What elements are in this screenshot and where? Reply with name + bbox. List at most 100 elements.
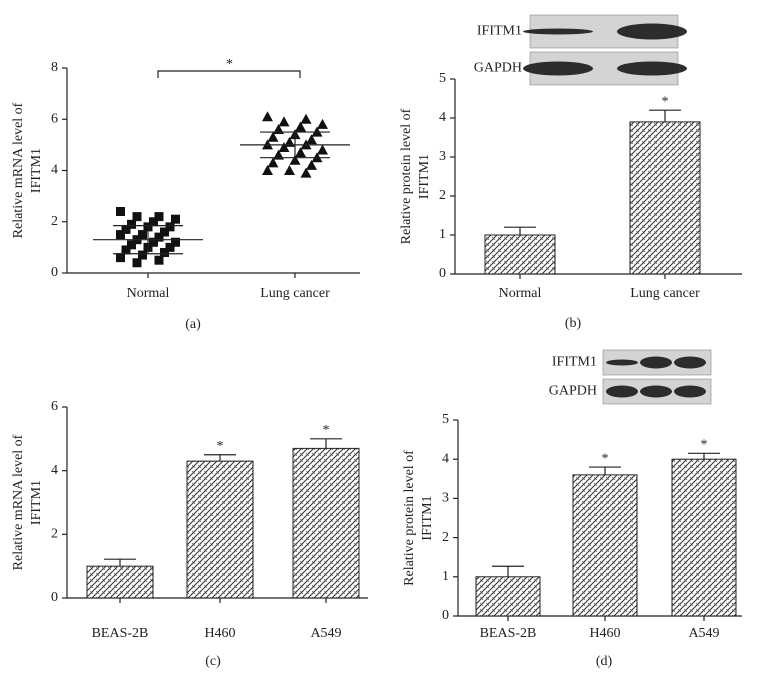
point: [121, 245, 131, 255]
x-tick-label: H460: [589, 626, 620, 641]
y-axis-label: IFITM1: [420, 495, 435, 540]
point: [149, 217, 158, 227]
y-tick-label: 1: [442, 569, 449, 584]
point: [116, 207, 125, 216]
y-axis-label: IFITM1: [29, 480, 44, 525]
bar: [572, 474, 638, 617]
x-tick-label: H460: [204, 626, 235, 641]
point: [165, 242, 175, 252]
point: [317, 144, 328, 155]
blot-band: [523, 28, 593, 35]
significance-label: *: [662, 94, 669, 109]
blot-label: GAPDH: [549, 384, 597, 399]
y-axis-label: Relative mRNA level of: [11, 434, 26, 570]
point: [284, 165, 295, 175]
point: [306, 134, 317, 145]
y-axis-label: Relative mRNA level of: [11, 102, 26, 238]
blot-band: [606, 385, 638, 398]
blot-band: [606, 359, 638, 366]
blot-band: [617, 23, 687, 40]
x-tick-label: A549: [688, 626, 719, 641]
y-tick-label: 0: [439, 266, 446, 281]
bar: [86, 565, 154, 599]
significance-label: *: [226, 57, 233, 72]
y-tick-label: 6: [51, 399, 58, 414]
y-tick-label: 2: [442, 530, 449, 545]
y-tick-label: 8: [51, 60, 58, 75]
point: [154, 255, 164, 265]
x-tick-label: Lung cancer: [260, 286, 330, 301]
point: [116, 230, 125, 240]
point: [138, 230, 147, 240]
y-tick-label: 5: [442, 412, 449, 427]
point: [149, 237, 158, 247]
blot-band: [674, 385, 706, 398]
y-tick-label: 0: [51, 265, 58, 280]
panel-label: (a): [185, 317, 201, 332]
y-tick-label: 4: [442, 451, 449, 466]
point: [262, 165, 273, 175]
y-tick-label: 4: [51, 163, 58, 178]
point: [154, 232, 164, 242]
significance-label: *: [701, 438, 708, 453]
point: [138, 250, 147, 260]
y-tick-label: 6: [51, 111, 58, 126]
y-axis-label: Relative protein level of: [399, 108, 414, 244]
point: [317, 118, 328, 129]
y-tick-label: 3: [439, 149, 446, 164]
y-tick-label: 4: [51, 463, 58, 478]
point: [165, 222, 175, 232]
point: [171, 237, 180, 247]
y-tick-label: 2: [51, 214, 58, 229]
point: [121, 224, 131, 234]
blot-band: [640, 356, 672, 369]
point: [300, 167, 312, 178]
y-tick-label: 5: [439, 71, 446, 86]
bar: [186, 460, 254, 599]
panel-label: (c): [205, 654, 221, 669]
significance-label: *: [602, 451, 609, 466]
significance-label: *: [323, 423, 330, 438]
y-tick-label: 0: [442, 608, 449, 623]
point: [278, 141, 290, 152]
bar: [671, 458, 737, 617]
x-tick-label: Normal: [499, 286, 542, 301]
y-tick-label: 2: [439, 188, 446, 203]
point: [262, 111, 273, 122]
point: [116, 253, 125, 263]
panel-label: (b): [565, 316, 582, 331]
point: [127, 240, 136, 250]
point: [295, 147, 306, 158]
blot-label: IFITM1: [552, 355, 597, 370]
bar: [292, 447, 360, 599]
point: [154, 212, 164, 222]
x-tick-label: A549: [310, 626, 341, 641]
x-tick-label: Normal: [127, 286, 170, 301]
point: [289, 154, 301, 165]
point: [278, 116, 290, 127]
point: [160, 248, 169, 257]
x-tick-label: Lung cancer: [630, 286, 700, 301]
point: [160, 227, 169, 237]
bar: [629, 121, 701, 275]
significance-bracket: [157, 70, 301, 78]
y-axis-label: Relative protein level of: [402, 450, 417, 586]
blot-band: [617, 61, 687, 76]
blot-band: [523, 61, 593, 76]
blot-band: [640, 385, 672, 398]
x-tick-label: BEAS-2B: [92, 626, 149, 641]
x-tick-label: BEAS-2B: [480, 626, 537, 641]
point: [300, 113, 312, 124]
point: [306, 159, 317, 170]
y-tick-label: 2: [51, 527, 58, 542]
point: [127, 219, 136, 229]
point: [267, 131, 279, 142]
blot-label: GAPDH: [474, 61, 522, 76]
blot-label: IFITM1: [477, 24, 522, 39]
point: [132, 212, 142, 222]
point: [171, 214, 180, 224]
bar: [475, 576, 541, 617]
significance-label: *: [217, 439, 224, 454]
